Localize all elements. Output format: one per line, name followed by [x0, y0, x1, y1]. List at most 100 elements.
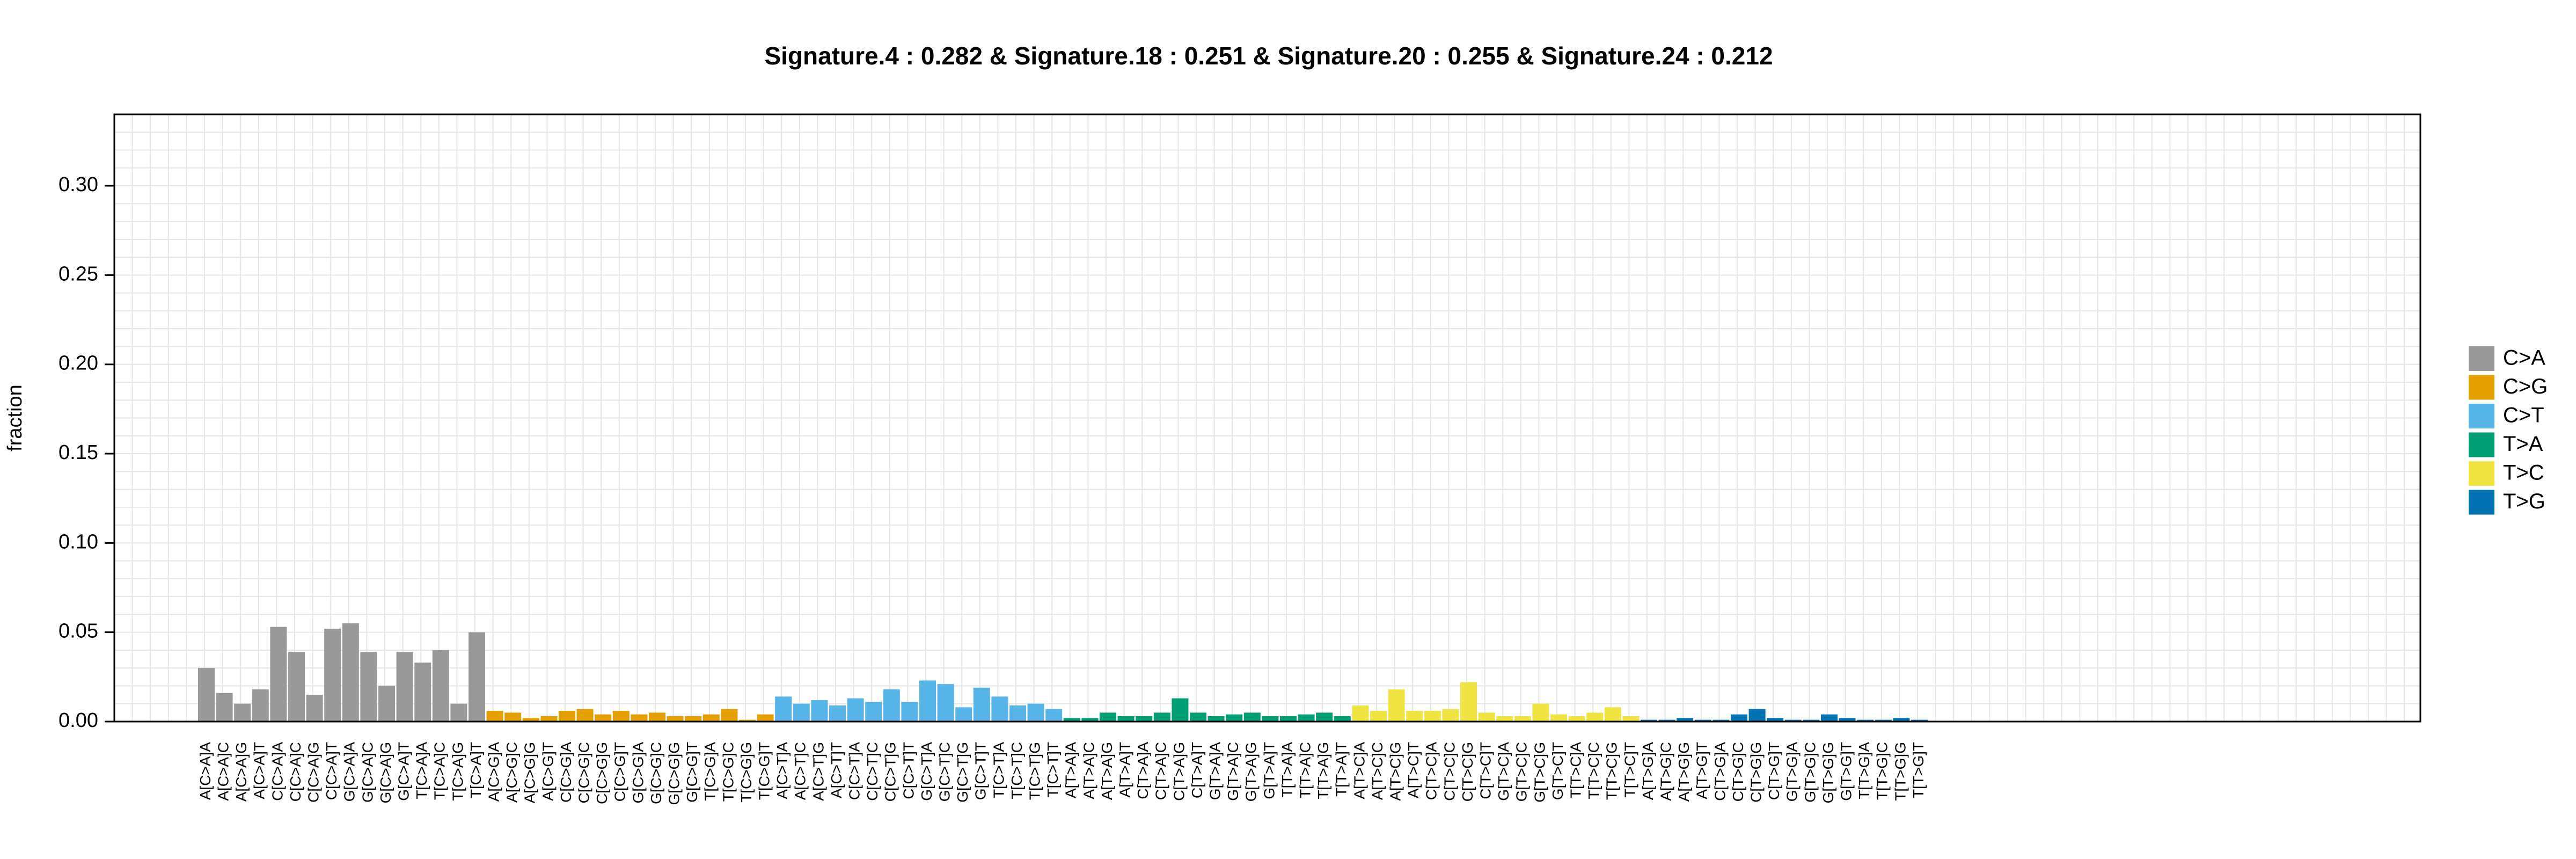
x-tick-label: T[C>T]G: [1026, 742, 1043, 800]
bar: [955, 707, 972, 722]
bar: [1081, 718, 1099, 722]
bar: [522, 718, 539, 722]
x-tick-label: G[T>A]T: [1261, 742, 1277, 799]
x-tick-label: G[C>G]T: [684, 742, 700, 803]
bar: [1875, 719, 1892, 722]
bar: [1550, 714, 1567, 722]
x-tick-label: T[T>G]C: [1874, 742, 1891, 800]
bar: [1316, 712, 1333, 722]
bar: [865, 702, 882, 722]
x-tick-label: C[T>G]T: [1766, 742, 1782, 800]
legend-swatch: [2469, 461, 2494, 486]
bar: [486, 711, 503, 722]
bar: [739, 719, 756, 722]
x-tick-label: A[C>A]T: [251, 742, 268, 799]
x-tick-label: A[T>A]T: [1116, 742, 1133, 797]
bar: [1442, 709, 1459, 722]
plot-grid: [114, 114, 2420, 722]
x-tick-label: G[C>A]C: [359, 742, 376, 803]
bar: [1694, 719, 1711, 722]
x-tick-label: G[T>G]G: [1820, 742, 1836, 803]
bar: [432, 650, 449, 722]
bar: [901, 702, 918, 722]
bar: [216, 693, 233, 722]
y-tick-label: 0.25: [58, 263, 98, 285]
bar: [649, 712, 665, 722]
x-tick-label: A[C>T]A: [774, 742, 791, 799]
x-tick-label: G[C>G]C: [648, 742, 664, 804]
legend-label: C>G: [2503, 375, 2548, 398]
x-tick-label: A[T>C]T: [1405, 742, 1422, 798]
bar: [1406, 711, 1423, 722]
bar: [1748, 709, 1766, 722]
bar: [252, 689, 269, 722]
x-tick-label: C[C>G]G: [594, 742, 610, 804]
x-tick-label: G[T>A]G: [1243, 742, 1260, 802]
bar: [504, 712, 522, 722]
x-tick-label: A[C>A]A: [197, 742, 214, 800]
x-tick-label: G[T>C]C: [1513, 742, 1530, 802]
bars: [198, 623, 1928, 722]
x-axis: A[C>A]A A[C>A]C A[C>A]G A[C>A]T C[C>A]A C[C>A…: [197, 742, 1927, 805]
bar: [469, 632, 485, 722]
bar: [1424, 711, 1441, 722]
x-tick-label: G[C>T]A: [918, 742, 935, 801]
x-tick-label: A[T>G]G: [1675, 742, 1692, 802]
bar: [1045, 709, 1063, 722]
y-tick-label: 0.30: [58, 173, 98, 196]
bar: [1352, 705, 1369, 722]
x-tick-label: A[T>A]A: [1063, 742, 1079, 798]
x-tick-label: C[C>G]C: [575, 742, 592, 803]
bar: [1208, 716, 1225, 722]
x-tick-label: C[T>C]A: [1423, 742, 1440, 800]
bar: [378, 686, 395, 722]
bar: [1641, 719, 1657, 722]
legend-label: T>A: [2503, 432, 2543, 456]
legend-label: T>C: [2503, 461, 2544, 485]
bar: [1100, 712, 1116, 722]
x-tick-label: C[T>C]C: [1441, 742, 1458, 801]
x-tick-label: C[T>A]T: [1189, 742, 1205, 798]
bar: [559, 711, 575, 722]
bar: [1514, 716, 1531, 722]
x-tick-label: T[T>A]C: [1297, 742, 1313, 798]
x-tick-label: T[C>G]G: [738, 742, 755, 803]
y-tick-label: 0.15: [58, 441, 98, 464]
x-tick-label: T[C>T]A: [990, 742, 1007, 798]
bar: [270, 627, 287, 722]
bar: [1063, 718, 1080, 722]
bar: [1478, 712, 1495, 722]
x-tick-label: G[C>G]G: [665, 742, 682, 805]
bar: [937, 684, 954, 722]
bar: [1460, 682, 1477, 722]
x-tick-label: C[T>A]A: [1135, 742, 1151, 799]
bar: [1839, 718, 1856, 722]
bar: [450, 703, 467, 722]
x-tick-label: A[T>A]G: [1099, 742, 1115, 800]
bar: [234, 703, 251, 722]
x-tick-label: A[T>G]T: [1694, 742, 1710, 799]
bar: [324, 629, 341, 722]
x-tick-label: T[C>A]T: [467, 742, 484, 798]
bar: [1370, 711, 1387, 722]
bar: [414, 663, 431, 722]
bar: [1027, 703, 1044, 722]
x-tick-label: C[T>A]C: [1153, 742, 1169, 800]
bar: [306, 695, 323, 722]
x-tick-label: G[C>A]A: [341, 742, 358, 802]
bar: [811, 700, 828, 722]
x-tick-label: A[T>C]G: [1387, 742, 1403, 801]
x-tick-label: A[T>G]C: [1657, 742, 1674, 801]
legend: C>A C>G C>T T>A T>C T>G: [2469, 346, 2548, 515]
bar: [1334, 716, 1351, 722]
x-tick-label: C[C>A]A: [269, 742, 286, 801]
legend-swatch: [2469, 432, 2494, 457]
x-tick-label: G[T>C]G: [1531, 742, 1548, 803]
x-tick-label: T[T>G]T: [1910, 742, 1927, 798]
bar: [1262, 716, 1279, 722]
legend-swatch: [2469, 404, 2494, 428]
plot-frame: [113, 113, 2421, 723]
x-tick-label: T[C>A]C: [431, 742, 448, 800]
legend-swatch: [2469, 346, 2494, 371]
